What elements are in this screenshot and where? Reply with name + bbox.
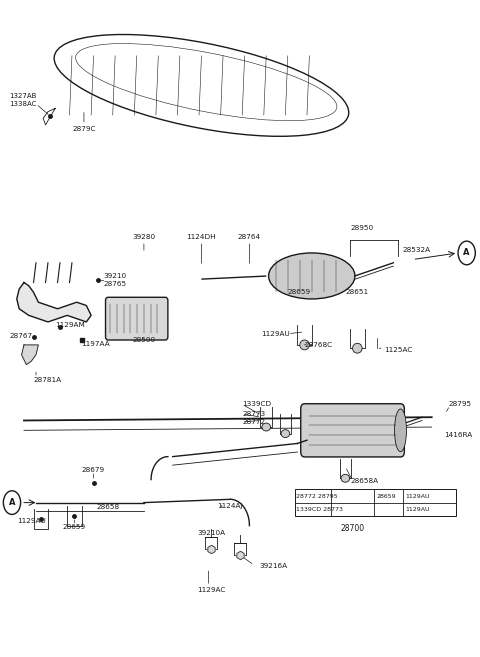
- Text: 1197AA: 1197AA: [82, 341, 110, 348]
- Text: 28772 28795: 28772 28795: [296, 493, 337, 499]
- Text: 28651: 28651: [345, 289, 369, 296]
- Text: 28772: 28772: [242, 419, 265, 426]
- Text: A: A: [9, 498, 15, 507]
- Text: 28500: 28500: [132, 337, 156, 344]
- Text: 28773: 28773: [242, 411, 265, 417]
- Circle shape: [3, 491, 21, 514]
- Ellipse shape: [352, 344, 362, 353]
- Text: 28659: 28659: [288, 289, 311, 296]
- Text: 2879C: 2879C: [72, 126, 96, 132]
- Text: 28658: 28658: [96, 504, 120, 510]
- Text: 28765: 28765: [103, 281, 126, 288]
- Text: 28700: 28700: [340, 524, 365, 533]
- Text: 1327AB
1338AC: 1327AB 1338AC: [10, 93, 37, 106]
- FancyBboxPatch shape: [301, 403, 404, 457]
- Ellipse shape: [54, 35, 349, 136]
- Text: 39210A: 39210A: [197, 530, 225, 537]
- Text: 1339CD: 1339CD: [242, 401, 271, 407]
- Ellipse shape: [281, 430, 290, 438]
- Text: 1129AC: 1129AC: [197, 587, 225, 593]
- Text: 28764: 28764: [238, 234, 261, 240]
- Text: 1416RA: 1416RA: [444, 432, 472, 438]
- Text: 39216A: 39216A: [259, 563, 287, 570]
- Text: 1125AC: 1125AC: [384, 346, 412, 353]
- Text: 28950: 28950: [350, 225, 374, 231]
- Text: A: A: [464, 248, 470, 258]
- Text: 1129AU: 1129AU: [17, 518, 46, 524]
- Ellipse shape: [262, 423, 271, 431]
- Text: 28659: 28659: [63, 524, 86, 530]
- Text: 28781A: 28781A: [34, 376, 62, 383]
- Bar: [295, 489, 456, 516]
- Text: 1129AU: 1129AU: [262, 330, 290, 337]
- Ellipse shape: [395, 409, 407, 452]
- Polygon shape: [17, 283, 91, 322]
- Ellipse shape: [341, 474, 349, 482]
- Text: 28679: 28679: [82, 466, 105, 473]
- FancyBboxPatch shape: [106, 297, 168, 340]
- Text: 39280: 39280: [132, 234, 156, 240]
- Ellipse shape: [300, 340, 310, 350]
- Circle shape: [458, 241, 475, 265]
- Text: 28659: 28659: [376, 493, 396, 499]
- Ellipse shape: [269, 253, 355, 299]
- Text: 28532A: 28532A: [403, 246, 431, 253]
- Text: 28795: 28795: [448, 401, 471, 407]
- Text: 1124DH: 1124DH: [187, 234, 216, 240]
- Text: 28658A: 28658A: [350, 478, 378, 484]
- Polygon shape: [22, 345, 38, 365]
- Text: 1129AU: 1129AU: [405, 507, 430, 512]
- Text: 1129AM: 1129AM: [55, 322, 85, 328]
- Text: 1124AJ: 1124AJ: [217, 503, 243, 509]
- Text: 1339CD 28773: 1339CD 28773: [296, 507, 343, 512]
- Text: 28767: 28767: [10, 333, 33, 340]
- Text: 28768C: 28768C: [305, 342, 333, 348]
- Text: 1129AU: 1129AU: [405, 493, 430, 499]
- Text: 39210: 39210: [103, 273, 126, 279]
